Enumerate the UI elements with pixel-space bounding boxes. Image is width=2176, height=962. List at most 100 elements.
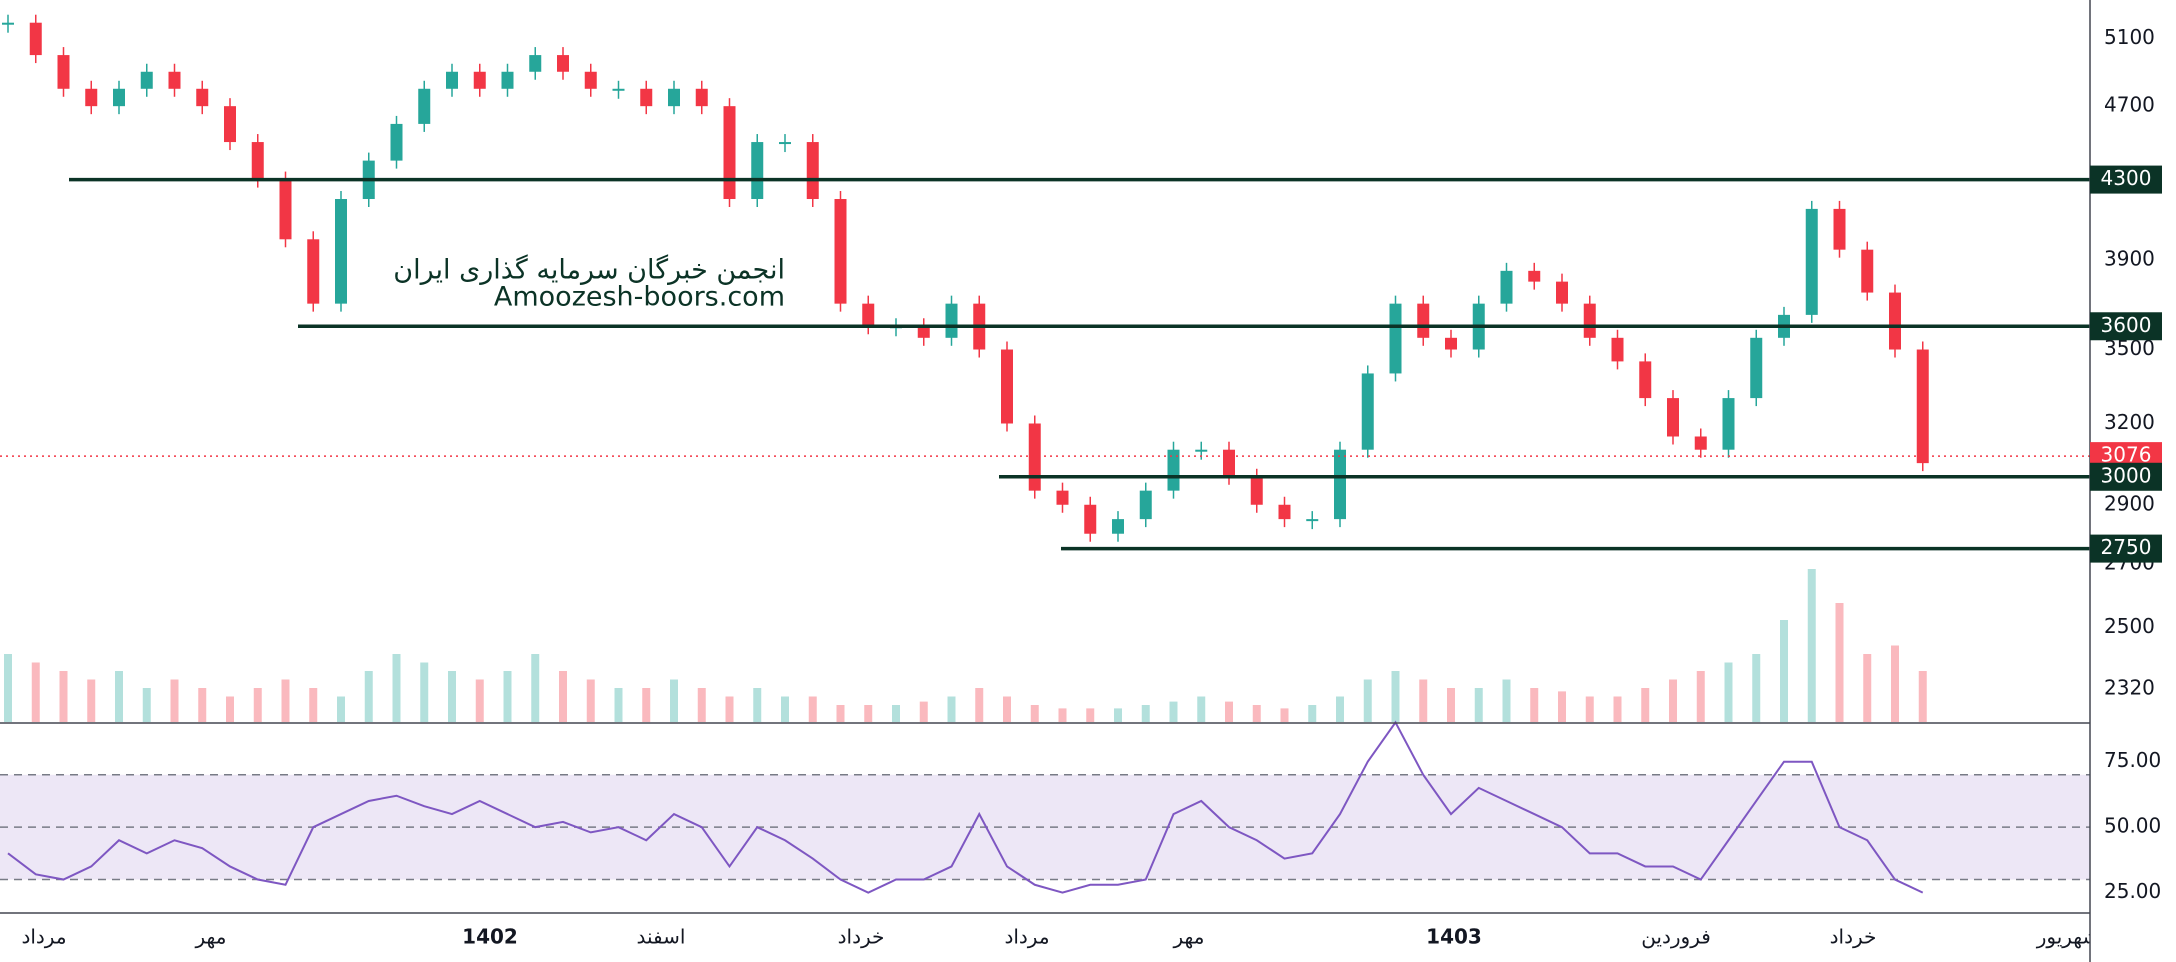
volume-bar — [4, 654, 12, 722]
rsi-tick-label: 75.00 — [2104, 748, 2161, 772]
candle — [1334, 449, 1346, 520]
candle — [640, 88, 653, 107]
candle — [1667, 398, 1679, 437]
candle — [584, 71, 597, 89]
watermark: Amoozesh-boors.com — [494, 282, 785, 313]
candle — [418, 88, 431, 124]
volume-bar — [226, 696, 234, 722]
volume-bar — [808, 696, 817, 722]
x-tick-label: خرداد — [838, 925, 885, 949]
volume-bar — [31, 662, 40, 722]
rsi-tick-label: 50.00 — [2104, 814, 2161, 838]
volume-bar — [781, 696, 789, 722]
candle — [279, 179, 292, 240]
candle — [473, 71, 486, 89]
volume-bar — [503, 671, 512, 722]
candle — [806, 142, 819, 200]
x-tick-label: خرداد — [1830, 925, 1877, 949]
candle — [307, 239, 320, 304]
candle — [501, 71, 514, 89]
volume-bar — [1169, 701, 1178, 722]
candle — [446, 71, 458, 89]
volume-bar — [1696, 671, 1705, 722]
y-tick-label: 2500 — [2104, 614, 2155, 638]
volume-bar — [1724, 662, 1733, 722]
level-label: 4300 — [2101, 166, 2152, 190]
candle — [1250, 476, 1263, 505]
candle — [1167, 449, 1180, 491]
volume-bar — [1641, 688, 1650, 722]
level-box — [2090, 312, 2162, 341]
candle — [917, 326, 930, 338]
volume-bar — [1280, 708, 1289, 722]
candle — [1916, 349, 1929, 464]
y-tick-label: 3200 — [2104, 410, 2155, 434]
volume-bar — [170, 679, 179, 722]
candle — [1001, 349, 1013, 424]
candle — [529, 55, 542, 72]
candle — [1112, 519, 1124, 534]
volume-bar — [309, 688, 318, 722]
candle — [57, 55, 70, 89]
volume-bar — [1003, 696, 1011, 722]
volume-bar — [642, 688, 651, 722]
volume-bar — [253, 688, 262, 722]
volume-bar — [670, 679, 678, 722]
volume-bar — [586, 679, 595, 722]
candle — [695, 88, 708, 107]
volume-bar — [1419, 679, 1428, 722]
volume-bar — [1863, 654, 1872, 722]
volume-bar — [475, 679, 484, 722]
volume-bar — [1918, 671, 1927, 722]
volume-bar — [1058, 708, 1067, 722]
volume-bar — [1225, 701, 1233, 722]
rsi-line — [7, 720, 1924, 894]
volume-bar — [1669, 679, 1677, 722]
watermark: انجمن خبرگان سرمایه گذاری ایران — [393, 254, 785, 286]
candle — [1056, 490, 1069, 505]
candle — [2, 22, 14, 25]
candle — [85, 88, 98, 107]
volume-bar — [87, 679, 96, 722]
rsi-panel — [0, 720, 2090, 894]
candle — [1611, 337, 1624, 362]
level-label: 3600 — [2101, 313, 2152, 337]
volume-bar — [364, 671, 373, 722]
x-tick-label: 1402 — [462, 925, 518, 949]
volume-bar — [1114, 708, 1122, 722]
volume-bar — [836, 705, 845, 722]
candle — [723, 106, 736, 200]
level-box — [2090, 534, 2162, 563]
volume-bar — [919, 701, 928, 722]
volume-bar — [281, 679, 290, 722]
candle — [945, 303, 958, 338]
candle — [1028, 423, 1041, 491]
candle — [1445, 337, 1457, 350]
candle — [390, 123, 403, 161]
candle — [251, 142, 264, 180]
volume-bar — [1558, 691, 1566, 722]
candle — [1361, 373, 1374, 450]
volume-bar — [697, 688, 706, 722]
volume-bar — [420, 662, 429, 722]
candle — [1084, 504, 1097, 534]
volume-bar — [1197, 696, 1206, 722]
volume-bar — [1502, 679, 1511, 722]
volume-bar — [1141, 705, 1150, 722]
x-tick-label: 1403 — [1426, 925, 1482, 949]
candle — [1389, 303, 1402, 374]
volume-bar — [1336, 696, 1344, 722]
level-box — [2090, 462, 2162, 491]
candle — [1306, 519, 1319, 522]
candle — [1500, 270, 1513, 304]
candle — [1583, 303, 1596, 338]
volume-bar — [1363, 679, 1372, 722]
volume-bar — [59, 671, 68, 722]
candle — [1694, 436, 1707, 450]
volume-bar — [1474, 688, 1483, 722]
candle — [1889, 292, 1901, 350]
candle — [779, 142, 791, 145]
candle — [1195, 449, 1208, 452]
volume-bar — [864, 705, 873, 722]
